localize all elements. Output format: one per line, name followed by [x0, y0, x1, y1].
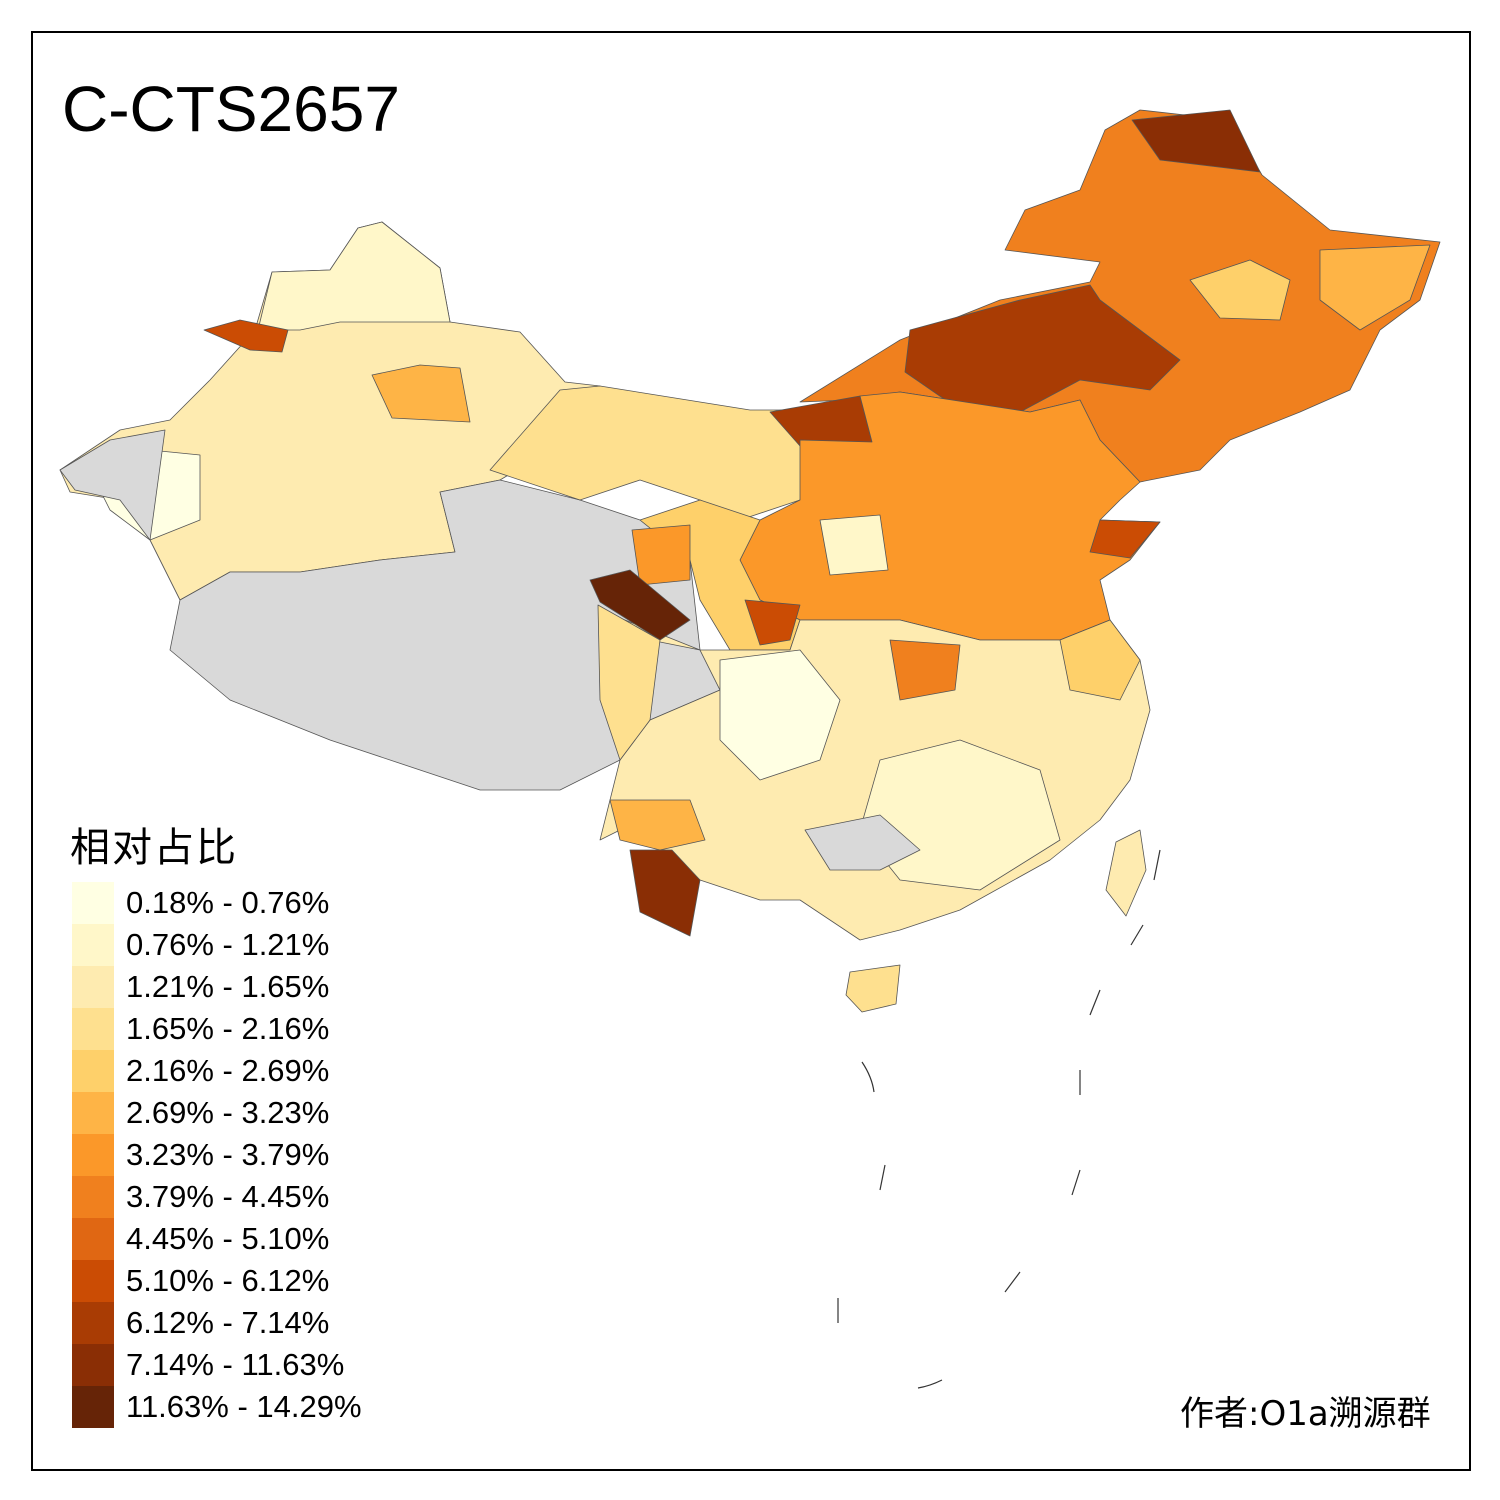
legend-label: 3.23% - 3.79% [126, 1137, 330, 1172]
legend-label: 5.10% - 6.12% [126, 1263, 330, 1298]
legend-item: 11.63% - 14.29% [72, 1386, 362, 1428]
legend-label: 3.79% - 4.45% [126, 1179, 330, 1214]
region-jilin-mix [1319, 244, 1431, 331]
region-gannan-dark [744, 599, 801, 646]
author-credit: 作者:O1a溯源群 [1180, 1394, 1431, 1434]
legend-label: 0.18% - 0.76% [126, 885, 330, 920]
legend-label: 7.14% - 11.63% [126, 1347, 345, 1382]
region-hainan [845, 964, 901, 1013]
legend-label: 1.21% - 1.65% [126, 969, 330, 1004]
legend-item: 1.65% - 2.16% [72, 1008, 362, 1050]
legend-label: 1.65% - 2.16% [126, 1011, 330, 1046]
legend-label: 2.69% - 3.23% [126, 1095, 330, 1130]
legend-item: 1.21% - 1.65% [72, 966, 362, 1008]
legend-label: 11.63% - 14.29% [126, 1389, 362, 1424]
region-urumqi-area [371, 364, 471, 423]
legend-swatch [72, 1008, 114, 1050]
region-northeast-light [1189, 259, 1291, 321]
legend-swatch [72, 966, 114, 1008]
legend-item: 4.45% - 5.10% [72, 1218, 362, 1260]
legend-item: 3.79% - 4.45% [72, 1176, 362, 1218]
region-sichuan-west [597, 604, 661, 761]
legend-swatch [72, 1092, 114, 1134]
region-jiangsu [1059, 619, 1141, 701]
legend-item: 7.14% - 11.63% [72, 1344, 362, 1386]
region-xinjiang-north [257, 221, 451, 331]
region-sichuan-dark [589, 569, 691, 641]
map-title: C-CTS2657 [62, 73, 400, 145]
legend-swatch [72, 1050, 114, 1092]
legend-item: 2.69% - 3.23% [72, 1092, 362, 1134]
south-china-sea-islands [837, 849, 1161, 1389]
legend-label: 6.12% - 7.14% [126, 1305, 330, 1340]
region-heihe [1131, 109, 1261, 173]
region-shanxi-light [819, 514, 889, 576]
legend-label: 4.45% - 5.10% [126, 1221, 330, 1256]
legend-item: 2.16% - 2.69% [72, 1050, 362, 1092]
legend-item: 6.12% - 7.14% [72, 1302, 362, 1344]
legend-item: 0.18% - 0.76% [72, 882, 362, 924]
legend-item: 0.76% - 1.21% [72, 924, 362, 966]
region-guangxi-no-data [804, 814, 921, 871]
region-qinghai-east [631, 524, 691, 586]
legend-swatch [72, 882, 114, 924]
legend-swatch [72, 1218, 114, 1260]
legend-swatch [72, 1134, 114, 1176]
region-hubei-orange [889, 639, 961, 701]
legend-label: 0.76% - 1.21% [126, 927, 330, 962]
legend-swatch [72, 1344, 114, 1386]
legend-title: 相对占比 [70, 825, 238, 871]
legend-swatch [72, 1302, 114, 1344]
map-frame [31, 31, 1471, 1471]
region-yunnan-west [609, 799, 706, 851]
region-tacheng [203, 319, 289, 353]
region-xishuangbanna [629, 849, 701, 937]
legend-swatch [72, 1176, 114, 1218]
legend-item: 3.23% - 3.79% [72, 1134, 362, 1176]
legend-swatch [72, 1386, 114, 1428]
legend-label: 2.16% - 2.69% [126, 1053, 330, 1088]
region-sichuan-light [719, 649, 841, 781]
legend-swatch [72, 924, 114, 966]
legend-swatch [72, 1260, 114, 1302]
region-taiwan [1105, 829, 1147, 917]
legend-item: 5.10% - 6.12% [72, 1260, 362, 1302]
region-shandong-east [1089, 519, 1161, 559]
legend: 0.18% - 0.76% 0.76% - 1.21% 1.21% - 1.65% 1… [72, 882, 362, 1428]
